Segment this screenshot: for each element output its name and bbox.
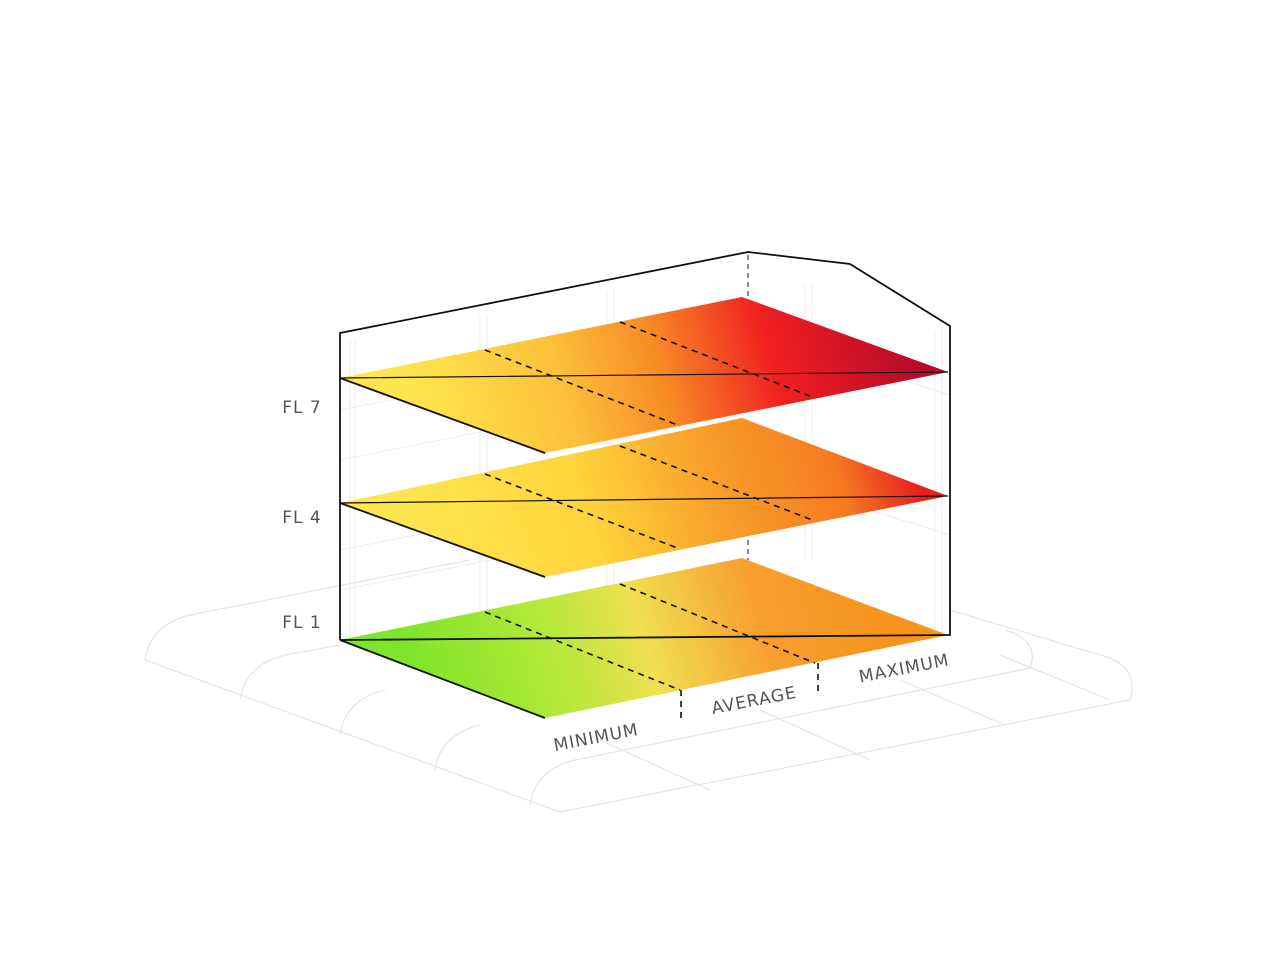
floor-label: FL 4	[282, 508, 321, 528]
building-outline	[339, 251, 951, 722]
zone-label: AVERAGE	[710, 683, 799, 719]
floor-label: FL 7	[282, 398, 321, 418]
floor-4-plane	[339, 418, 948, 578]
ground	[144, 559, 1133, 813]
zone-label: MINIMUM	[552, 720, 640, 756]
floor-label: FL 1	[282, 613, 321, 633]
